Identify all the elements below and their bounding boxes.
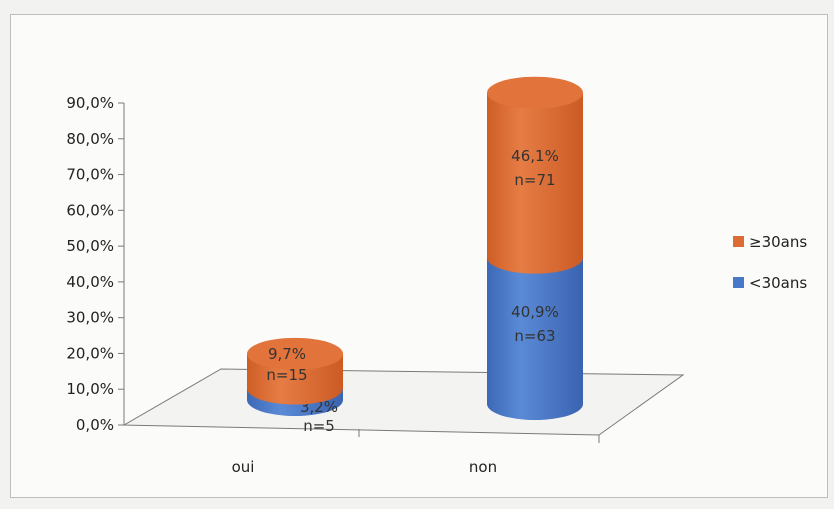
y-tick-label: 80,0% (66, 130, 114, 148)
stacked-cylinder-chart: 0,0% 10,0% 20,0% 30,0% 40,0% 50,0% 60,0% 70,0% 8… (66, 76, 807, 476)
bar-count-label: n=15 (266, 366, 307, 384)
y-tick-label: 70,0% (66, 166, 114, 184)
y-tick-label: 10,0% (66, 380, 114, 398)
y-axis: 0,0% 10,0% 20,0% 30,0% 40,0% 50,0% 60,0% 70,0% 8… (66, 94, 125, 434)
y-tick-label: 40,0% (66, 273, 114, 291)
bar-oui-≥30ans: 9,7% n=15 (247, 337, 343, 405)
y-tick-label: 90,0% (66, 94, 114, 112)
bar-count-label: n=5 (303, 417, 335, 435)
x-category-label: oui (232, 458, 255, 476)
legend-swatch (733, 236, 744, 247)
bar-top-cap (247, 337, 343, 370)
x-category-label: non (469, 458, 497, 476)
chart-floor (122, 368, 685, 443)
x-axis-categories: oui non (232, 458, 498, 476)
chart-frame: 0,0% 10,0% 20,0% 30,0% 40,0% 50,0% 60,0% 70,0% 8… (10, 14, 828, 498)
y-tick-label: 0,0% (76, 416, 114, 434)
legend-swatch (733, 277, 744, 288)
floor-plane (122, 368, 685, 436)
legend-entry: <30ans (749, 274, 807, 292)
bar-percent-label: 40,9% (511, 303, 559, 321)
bar-count-label: n=71 (514, 171, 555, 189)
bar-top-cap (487, 76, 583, 109)
bar-non-<30ans: 40,9% n=63 (487, 257, 583, 420)
bar-body (487, 92, 583, 274)
y-tick-label: 50,0% (66, 237, 114, 255)
bar-percent-label: 46,1% (511, 147, 559, 165)
bar-percent-label: 9,7% (268, 345, 306, 363)
y-tick-label: 30,0% (66, 309, 114, 327)
bar-non-≥30ans: 46,1% n=71 (487, 76, 583, 274)
legend: ≥30ans <30ans (733, 233, 807, 292)
y-tick-label: 60,0% (66, 201, 114, 219)
bar-body (487, 257, 583, 420)
y-tick-label: 20,0% (66, 344, 114, 362)
bar-count-label: n=63 (514, 327, 555, 345)
legend-entry: ≥30ans (749, 233, 807, 251)
